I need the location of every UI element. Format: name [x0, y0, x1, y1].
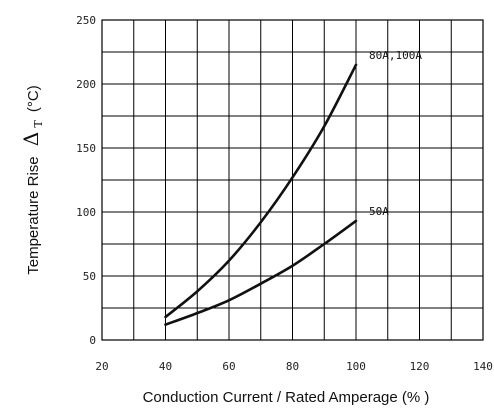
y-tick-label: 150	[76, 142, 96, 155]
series-label-0: 80A,100A	[369, 49, 422, 62]
y-axis-unit: (°C)	[25, 85, 42, 112]
x-tick-label: 20	[95, 360, 108, 373]
grid	[101, 19, 484, 341]
y-tick-label: 200	[76, 78, 96, 91]
y-tick-label: 50	[83, 270, 96, 283]
series-line-0	[164, 63, 358, 319]
series-labels: 80A,100A 50A	[369, 49, 422, 218]
series-line-1	[164, 219, 358, 326]
series-lines	[164, 63, 358, 326]
y-tick-label: 250	[76, 14, 96, 27]
svg-text:Temperature Rise Δ: Temperature Rise Δ T (°C)	[19, 85, 46, 275]
delta-subscript: T	[32, 120, 45, 128]
y-tick-label: 0	[89, 334, 96, 347]
y-axis-title: Temperature Rise Δ T (°C)	[19, 85, 46, 275]
plot-frame	[101, 19, 484, 341]
x-tick-label: 100	[346, 360, 366, 373]
x-axis-title: Conduction Current / Rated Amperage (% )	[143, 389, 430, 406]
y-axis-title-text: Temperature Rise	[25, 156, 42, 274]
x-tick-label: 120	[410, 360, 430, 373]
y-tick-label: 100	[76, 206, 96, 219]
delta-symbol: Δ	[19, 132, 43, 146]
series-label-1: 50A	[369, 205, 389, 218]
x-tick-label: 140	[473, 360, 493, 373]
tick-labels: 20 40 60 80 100 120 140 0 50 100 150 200 250	[76, 14, 493, 373]
x-tick-label: 80	[286, 360, 299, 373]
x-tick-label: 40	[159, 360, 172, 373]
x-tick-label: 60	[222, 360, 235, 373]
